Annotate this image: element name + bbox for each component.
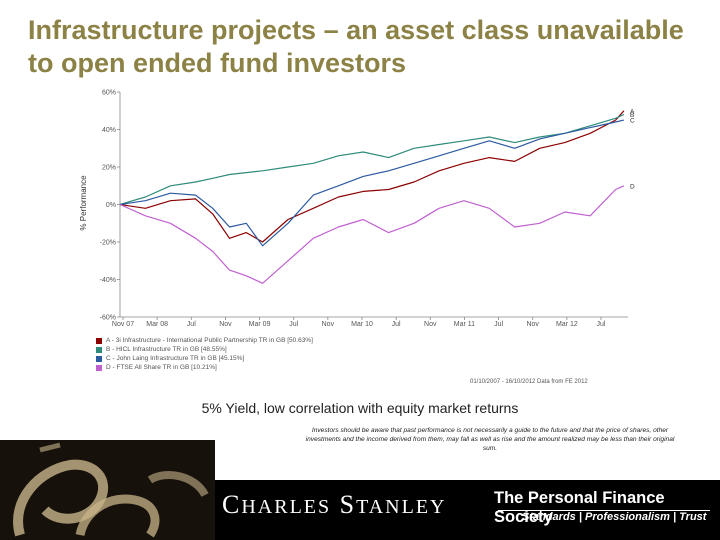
legend-item-d: D - FTSE All Share TR in GB [10.21%] [96, 363, 313, 372]
legend-item-c: C - John Laing Infrastructure TR in GB [… [96, 354, 313, 363]
expect-logo [0, 440, 215, 540]
series-line-b [119, 113, 625, 206]
x-tick-label: Nov 07 [112, 321, 134, 328]
pfs-tagline: Standards | Professionalism | Trust [522, 511, 707, 523]
legend-item-b: B - HICL Infrastructure TR in GB [48.55%… [96, 345, 313, 354]
x-tick-label: Jul [392, 321, 401, 328]
x-tick-label: Nov [526, 321, 539, 328]
legend-label-b: B - HICL Infrastructure TR in GB [48.55%… [106, 346, 227, 353]
y-tick-label: 20% [102, 165, 116, 172]
legend-label-c: C - John Laing Infrastructure TR in GB [… [106, 355, 245, 362]
series-line-d [119, 185, 625, 284]
series-end-label-a: A [630, 108, 635, 115]
series-line-c [119, 119, 625, 247]
x-tick-label: Jul [494, 321, 503, 328]
x-tick-label: Mar 08 [146, 321, 168, 328]
performance-chart: % Performance 60% 40% 20% 0% -20% -40% -60% No… [79, 90, 635, 329]
x-tick-label: Jul [187, 321, 196, 328]
series-end-label-b: B [630, 112, 634, 119]
y-tick-label: 40% [102, 127, 116, 134]
x-tick-label: Nov [424, 321, 437, 328]
x-tick-label: Jul [289, 321, 298, 328]
legend-swatch-c [96, 355, 102, 362]
x-tick-label: Mar 10 [351, 321, 373, 328]
x-tick-label: Mar 11 [454, 321, 475, 328]
x-tick-label: Jul [597, 321, 606, 328]
legend-label-a: A - 3i Infrastructure - International Pu… [106, 337, 313, 344]
charles-stanley-logo: CHARLES STANLEY [222, 490, 447, 519]
y-tick-label: 60% [102, 90, 116, 97]
slide-caption: 5% Yield, low correlation with equity ma… [201, 400, 519, 416]
pfs-divider [498, 510, 710, 511]
y-tick-label: -20% [100, 240, 116, 247]
chart-legend: A - 3i Infrastructure - International Pu… [96, 336, 313, 372]
legend-label-d: D - FTSE All Share TR in GB [10.21%] [106, 364, 217, 371]
x-tick-label: Mar 09 [249, 321, 271, 328]
y-tick-label: -40% [100, 277, 116, 284]
pfs-logo-name: The Personal Finance Society [494, 489, 665, 526]
series-end-label-c: C [630, 118, 635, 125]
legend-swatch-d [96, 364, 102, 371]
series-end-label-d: D [630, 183, 635, 190]
slide-title: Infrastructure projects – an asset class… [28, 15, 684, 78]
legend-swatch-b [96, 346, 102, 353]
series-line-a [119, 110, 625, 243]
x-tick-label: Mar 12 [556, 321, 578, 328]
y-tick-label: -60% [100, 315, 116, 322]
data-source-note: 01/10/2007 - 16/10/2012 Data from FE 201… [470, 379, 588, 385]
legend-item-a: A - 3i Infrastructure - International Pu… [96, 336, 313, 345]
risk-disclaimer: Investors should be aware that past perf… [305, 427, 675, 452]
x-tick-label: Nov [219, 321, 232, 328]
y-axis-label: % Performance [79, 175, 88, 231]
footer-banner: CHARLES STANLEY The Personal Finance Soc… [0, 440, 720, 540]
legend-swatch-a [96, 337, 102, 344]
y-tick-label: 0% [106, 202, 116, 209]
x-tick-label: Nov [322, 321, 335, 328]
